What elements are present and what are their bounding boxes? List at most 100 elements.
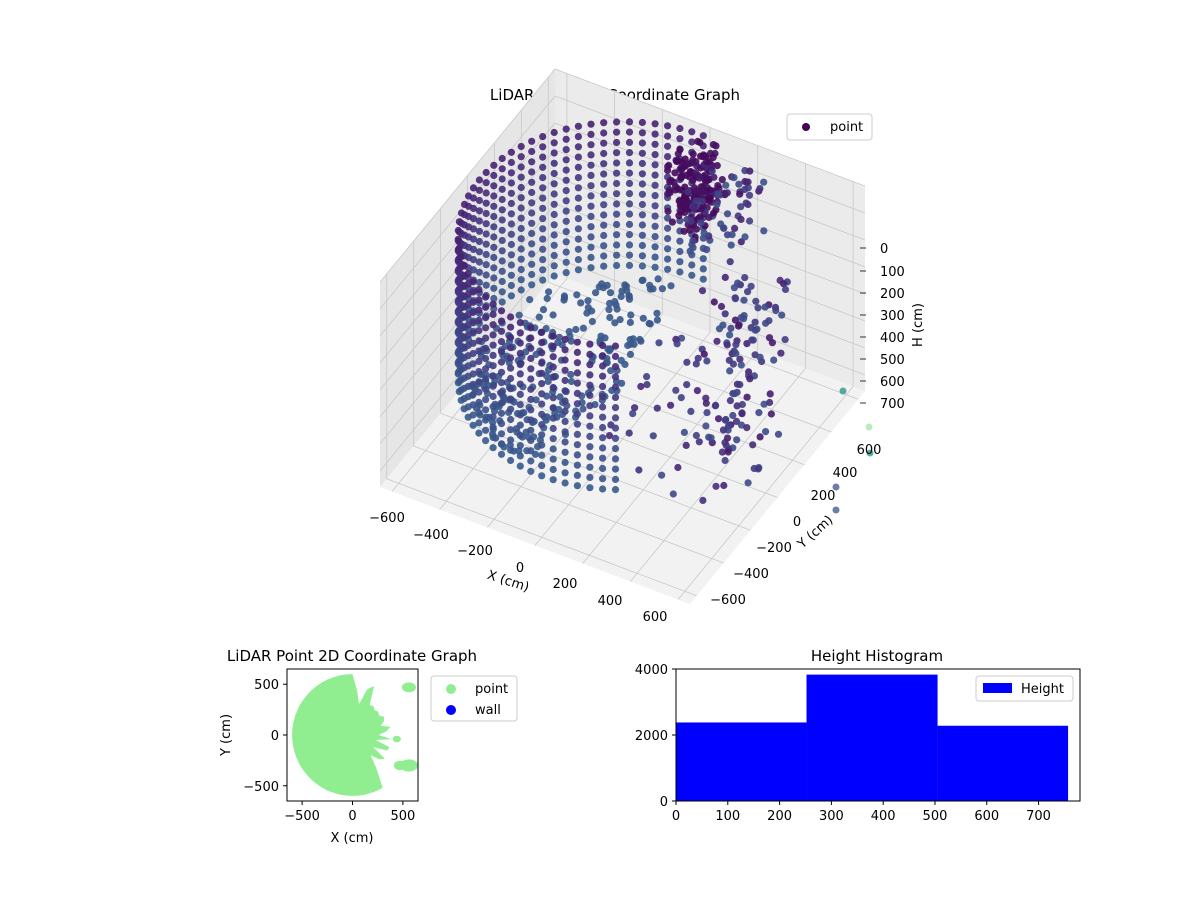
chart-3d-point — [460, 200, 469, 208]
chart-3d-point — [560, 296, 568, 304]
chart-3d-point — [498, 288, 506, 296]
chart-3d-point — [682, 171, 690, 179]
chart-3d-point — [736, 355, 744, 363]
chart-3d-point — [573, 451, 582, 459]
chart-3d-outlier-point — [839, 387, 847, 395]
chart-3d-point — [587, 192, 595, 200]
chart-3d-point — [517, 204, 525, 212]
chart-3d-point — [574, 225, 583, 233]
chart-3d-point — [638, 170, 647, 178]
chart-3d-point — [626, 318, 635, 327]
chart-3d-point — [507, 436, 515, 444]
chart-3d-xtick-label: 200 — [553, 577, 578, 592]
chart-3d-point — [490, 274, 498, 282]
chart-3d-point — [611, 383, 620, 391]
chart-3d-point — [573, 441, 582, 449]
chart-3d-point — [516, 452, 524, 460]
chart-3d-point — [549, 414, 557, 422]
chart-3d-point — [698, 197, 706, 205]
chart-3d-outlier-point — [832, 483, 840, 491]
chart-3d-point — [731, 224, 739, 232]
chart-3d-point — [724, 448, 732, 456]
chart-3d-point — [517, 255, 525, 263]
chart-3d-point — [727, 324, 735, 332]
chart-3d-point — [729, 360, 738, 368]
chart-3d-point — [507, 313, 515, 321]
chart-3d-point — [562, 197, 570, 205]
chart-3d-point — [482, 396, 490, 404]
chart-3d-point — [761, 303, 769, 311]
chart-3d-point — [599, 372, 607, 380]
chart-3d-point — [651, 233, 659, 241]
chart-3d-point — [549, 353, 557, 361]
chart-3d-gridline-h — [379, 230, 866, 445]
chart-3d-point — [497, 348, 506, 356]
chart-3d-point — [527, 416, 535, 424]
chart-3d-point — [755, 409, 763, 417]
chart-3d-ytick-label: −600 — [710, 593, 746, 608]
chart-3d-point — [697, 205, 705, 213]
chart-3d-point — [651, 171, 659, 179]
chart-3d-point — [635, 466, 643, 474]
chart-3d-point — [599, 413, 607, 421]
chart-3d-point — [651, 151, 659, 159]
chart-3d-point — [516, 370, 524, 378]
chart-3d-point — [586, 443, 594, 451]
chart-3d-point — [720, 481, 728, 490]
histogram-legend-box — [975, 675, 1074, 702]
chart-3d-point — [753, 325, 761, 333]
chart-3d-point — [497, 389, 506, 397]
chart-3d-point — [586, 484, 594, 492]
chart-3d-point — [625, 231, 634, 239]
chart-3d-xtick-label: 0 — [516, 561, 524, 576]
chart-3d-point — [664, 166, 672, 174]
chart-3d: LiDAR Point 3D Coordinate Graph −600−400… — [369, 68, 926, 625]
chart-3d-point — [507, 292, 515, 300]
chart-3d-point — [482, 250, 490, 259]
chart-3d-gridline-x — [582, 145, 759, 564]
chart-3d-point — [686, 247, 694, 255]
chart-3d-point — [549, 394, 557, 402]
chart-3d-point — [611, 434, 620, 442]
histogram-ytick-label: 0 — [660, 795, 668, 810]
chart-3d-point — [643, 381, 651, 389]
chart-3d-point — [538, 369, 546, 377]
chart-3d-point — [778, 311, 786, 319]
chart-3d-gridline-x — [677, 181, 854, 600]
chart-3d-point — [752, 297, 760, 305]
chart-3d-point — [679, 199, 687, 207]
chart-3d-point — [516, 431, 524, 439]
chart-3d-outlier-point — [832, 506, 840, 514]
chart-3d-point — [538, 359, 546, 367]
chart-3d-point — [475, 286, 483, 294]
chart-3d-point — [651, 222, 659, 230]
chart-3d-point — [507, 415, 515, 424]
chart-3d-point — [702, 399, 710, 407]
chart-3d-point — [717, 302, 726, 311]
chart-3d-point — [600, 139, 608, 147]
chart-3d-point — [573, 379, 582, 387]
chart-3d-point — [561, 479, 569, 487]
chart-3d-point — [684, 188, 692, 196]
chart-3d-point — [517, 245, 525, 253]
chart-3d-point — [528, 240, 536, 248]
chart-3d-point — [586, 463, 594, 471]
chart-3d-point — [482, 416, 490, 424]
chart-3d-point — [599, 393, 607, 401]
chart-3d-point — [475, 357, 483, 365]
chart-3d-point — [497, 307, 506, 315]
chart-3d-point — [710, 209, 718, 217]
chart-3d-point — [538, 462, 546, 470]
chart-3d-point — [664, 207, 672, 215]
chart-3d-point — [676, 135, 684, 143]
chart-3d-point — [469, 390, 477, 399]
chart-3d-point — [550, 241, 558, 249]
chart-3d-point — [528, 219, 536, 227]
chart-3d-point — [549, 404, 557, 412]
chart-3d-point — [584, 297, 592, 305]
chart-3d-point — [651, 120, 659, 128]
histogram-ytick-label: 2000 — [635, 729, 668, 744]
chart-3d-point — [574, 122, 583, 130]
chart-3d-point — [507, 385, 515, 393]
chart-3d-point — [490, 253, 498, 262]
